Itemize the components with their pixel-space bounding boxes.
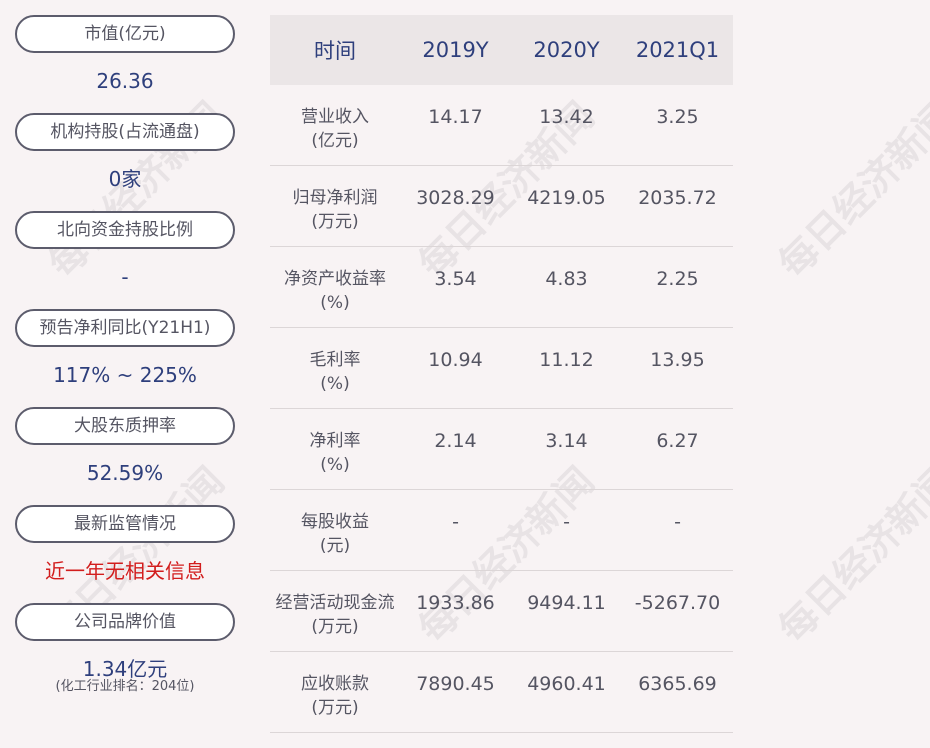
table-cell: 3.25 (656, 106, 699, 128)
brand-value-value: 1.34亿元 (82, 657, 168, 681)
market-cap-value: 26.36 (96, 69, 154, 93)
header-2019y: 2019Y (422, 38, 489, 62)
row-label: 营业收入 (亿元) (301, 107, 369, 151)
table-row: 每股收益 (元) - - - (270, 490, 733, 571)
profit-forecast-value: 117% ~ 225% (53, 363, 197, 387)
table-row: 营业收入 (亿元) 14.17 13.42 3.25 (270, 85, 733, 166)
table-cell: 9494.11 (527, 592, 606, 614)
table-cell: -5267.70 (634, 592, 721, 614)
table-cell: 3028.29 (416, 187, 495, 209)
table-row: 归母净利润 (万元) 3028.29 4219.05 2035.72 (270, 166, 733, 247)
table-cell: 6365.69 (638, 673, 717, 695)
table-cell: 2035.72 (638, 187, 717, 209)
market-cap-item: 市值(亿元) 26.36 (15, 15, 235, 113)
northbound-holding-item: 北向资金持股比例 - (15, 211, 235, 309)
watermark: 每日经济新闻 (770, 93, 930, 287)
table-cell: 3.54 (434, 268, 477, 290)
table-cell: 13.42 (539, 106, 594, 128)
pledge-rate-value: 52.59% (86, 461, 164, 485)
table-cell: 13.95 (650, 349, 705, 371)
table-row: 毛利率 (%) 10.94 11.12 13.95 (270, 328, 733, 409)
table-row: 应收账款 (万元) 7890.45 4960.41 6365.69 (270, 652, 733, 733)
row-label: 毛利率 (%) (309, 350, 361, 394)
profit-forecast-label: 预告净利同比(Y21H1) (15, 309, 235, 347)
table-cell: 6.27 (656, 430, 699, 452)
row-label: 归母净利润 (万元) (292, 188, 378, 232)
row-label: 每股收益 (元) (301, 512, 369, 556)
pledge-rate-label: 大股东质押率 (15, 407, 235, 445)
northbound-holding-label: 北向资金持股比例 (15, 211, 235, 249)
watermark: 每日经济新闻 (770, 458, 930, 652)
header-2021q1: 2021Q1 (635, 38, 720, 62)
table-cell: - (563, 511, 570, 533)
table-row: 净利率 (%) 2.14 3.14 6.27 (270, 409, 733, 490)
financial-table: 时间 2019Y 2020Y 2021Q1 营业收入 (亿元) 14.17 13.… (270, 15, 733, 733)
regulation-value: 近一年无相关信息 (45, 559, 205, 583)
row-label: 净利率 (%) (309, 431, 361, 475)
summary-panel: 市值(亿元) 26.36 机构持股(占流通盘) 0家 北向资金持股比例 - 预告… (15, 15, 235, 701)
table-cell: 4219.05 (527, 187, 606, 209)
brand-rank-note: (化工行业排名：204位) (55, 679, 195, 694)
institution-holding-label: 机构持股(占流通盘) (15, 113, 235, 151)
table-cell: 14.17 (428, 106, 483, 128)
table-cell: - (674, 511, 681, 533)
institution-holding-value: 0家 (108, 167, 142, 191)
table-cell: 11.12 (539, 349, 594, 371)
institution-holding-item: 机构持股(占流通盘) 0家 (15, 113, 235, 211)
brand-value-label: 公司品牌价值 (15, 603, 235, 641)
table-cell: 4960.41 (527, 673, 606, 695)
regulation-label: 最新监管情况 (15, 505, 235, 543)
pledge-rate-item: 大股东质押率 52.59% (15, 407, 235, 505)
market-cap-label: 市值(亿元) (15, 15, 235, 53)
table-row: 净资产收益率 (%) 3.54 4.83 2.25 (270, 247, 733, 328)
table-cell: 2.25 (656, 268, 699, 290)
header-time: 时间 (314, 39, 356, 63)
table-cell: 10.94 (428, 349, 483, 371)
table-cell: - (452, 511, 459, 533)
brand-value-item: 公司品牌价值 1.34亿元 (化工行业排名：204位) (15, 603, 235, 701)
table-header: 时间 2019Y 2020Y 2021Q1 (270, 15, 733, 85)
table-row: 经营活动现金流 (万元) 1933.86 9494.11 -5267.70 (270, 571, 733, 652)
table-cell: 4.83 (545, 268, 588, 290)
table-cell: 3.14 (545, 430, 588, 452)
row-label: 应收账款 (万元) (301, 674, 369, 718)
row-label: 净资产收益率 (%) (284, 269, 386, 313)
table-cell: 7890.45 (416, 673, 495, 695)
header-2020y: 2020Y (533, 38, 600, 62)
northbound-holding-value: - (121, 265, 129, 289)
regulation-item: 最新监管情况 近一年无相关信息 (15, 505, 235, 603)
profit-forecast-item: 预告净利同比(Y21H1) 117% ~ 225% (15, 309, 235, 407)
table-cell: 2.14 (434, 430, 477, 452)
table-cell: 1933.86 (416, 592, 495, 614)
row-label: 经营活动现金流 (万元) (275, 593, 395, 637)
